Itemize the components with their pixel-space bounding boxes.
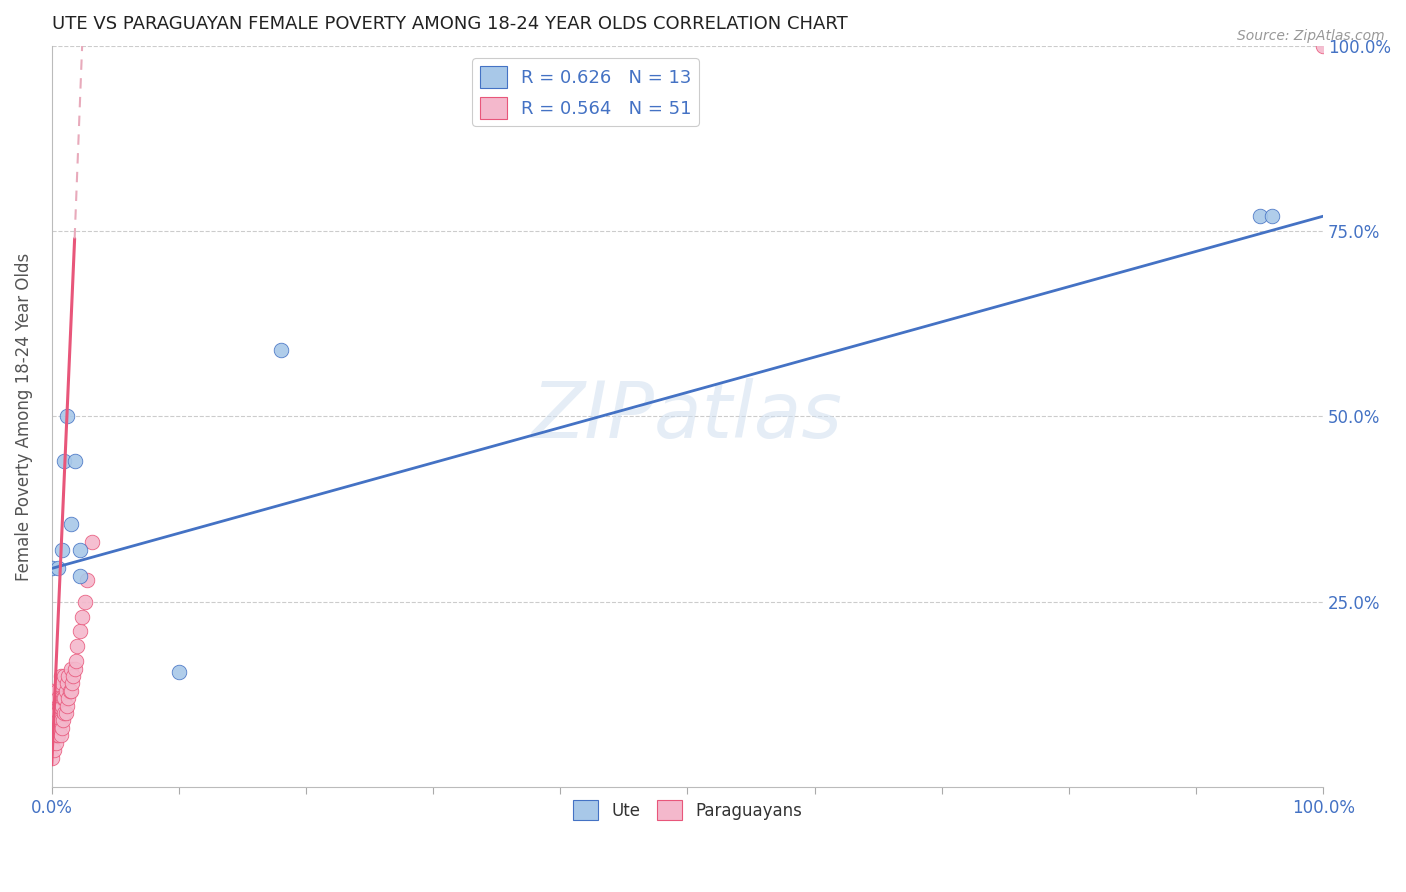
Point: [41, 561, 63, 575]
Point: [41, 683, 63, 698]
Point: [53, 691, 76, 706]
Point: [82, 535, 104, 549]
Y-axis label: Female Poverty Among 18-24 Year Olds: Female Poverty Among 18-24 Year Olds: [15, 252, 32, 581]
Point: [49, 728, 72, 742]
Point: [41, 736, 63, 750]
Point: [45, 728, 67, 742]
Point: [48, 721, 70, 735]
Point: [56, 409, 79, 424]
Point: [56, 676, 79, 690]
Point: [46, 714, 69, 728]
Point: [41, 714, 63, 728]
Point: [58, 683, 80, 698]
Point: [59, 661, 82, 675]
Text: UTE VS PARAGUAYAN FEMALE POVERTY AMONG 18-24 YEAR OLDS CORRELATION CHART: UTE VS PARAGUAYAN FEMALE POVERTY AMONG 1…: [52, 15, 848, 33]
Point: [58, 691, 80, 706]
Point: [53, 669, 76, 683]
Point: [56, 698, 79, 713]
Point: [51, 676, 73, 690]
Point: [51, 698, 73, 713]
Point: [69, 624, 91, 639]
Point: [53, 454, 76, 468]
Point: [45, 714, 67, 728]
Point: [59, 683, 82, 698]
Point: [76, 573, 98, 587]
Point: [48, 698, 70, 713]
Point: [49, 691, 72, 706]
Point: [41, 698, 63, 713]
Point: [65, 654, 87, 668]
Point: [63, 454, 86, 468]
Point: [73, 595, 96, 609]
Point: [72, 609, 94, 624]
Point: [44, 721, 66, 735]
Point: [45, 706, 67, 720]
Point: [46, 728, 69, 742]
Point: [69, 542, 91, 557]
Point: [55, 706, 77, 720]
Point: [46, 691, 69, 706]
Point: [52, 691, 75, 706]
Point: [66, 640, 89, 654]
Point: [1261, 209, 1284, 223]
Point: [270, 343, 292, 357]
Text: Source: ZipAtlas.com: Source: ZipAtlas.com: [1237, 29, 1385, 43]
Point: [55, 683, 77, 698]
Point: [1312, 38, 1334, 53]
Point: [51, 721, 73, 735]
Point: [45, 691, 67, 706]
Point: [45, 736, 67, 750]
Point: [69, 569, 91, 583]
Point: [49, 714, 72, 728]
Point: [49, 669, 72, 683]
Point: [53, 706, 76, 720]
Point: [167, 665, 190, 680]
Point: [58, 669, 80, 683]
Point: [52, 714, 75, 728]
Point: [1249, 209, 1271, 223]
Point: [44, 743, 66, 757]
Point: [60, 676, 83, 690]
Point: [51, 542, 73, 557]
Point: [41, 750, 63, 764]
Point: [59, 516, 82, 531]
Point: [41, 728, 63, 742]
Point: [45, 683, 67, 698]
Point: [63, 661, 86, 675]
Point: [46, 561, 69, 575]
Text: ZIPatlas: ZIPatlas: [531, 378, 842, 454]
Point: [62, 669, 84, 683]
Legend: Ute, Paraguayans: Ute, Paraguayans: [567, 793, 808, 827]
